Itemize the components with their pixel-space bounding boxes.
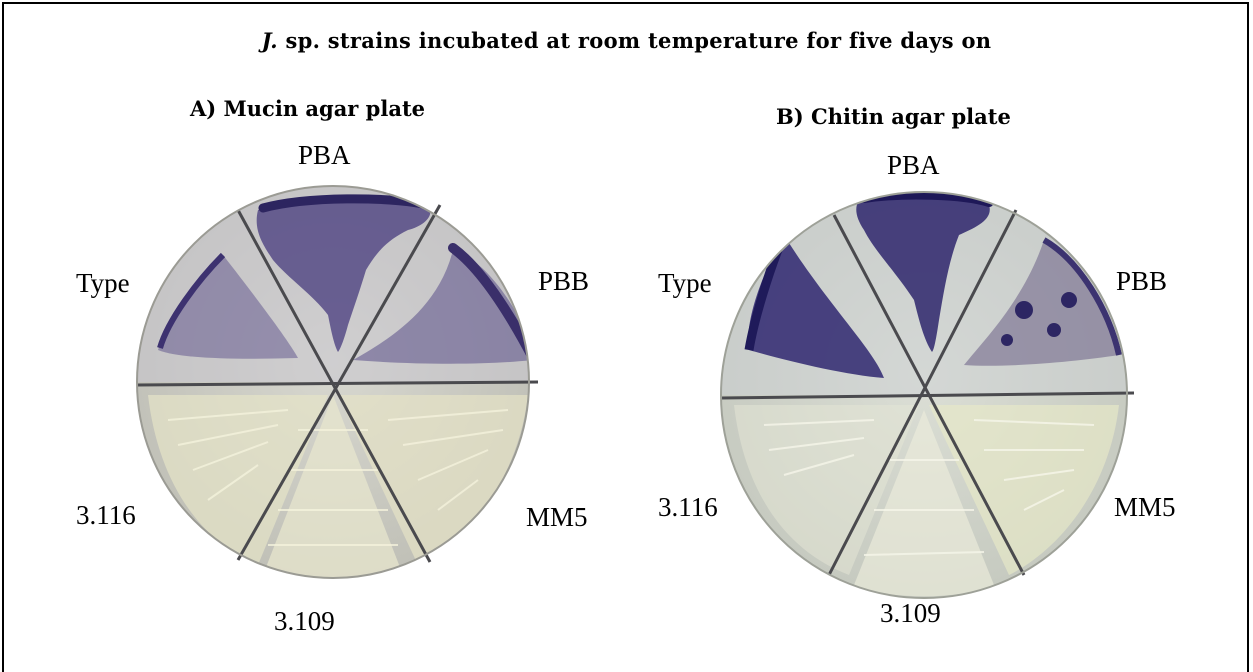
label-3-109: 3.109 — [880, 598, 941, 628]
panel-a-title: A) Mucin agar plate — [190, 96, 425, 121]
label-pbb: PBB — [1116, 266, 1168, 296]
label-type: Type — [658, 268, 712, 298]
label-pba: PBA — [887, 150, 940, 180]
label-3-116: 3.116 — [76, 500, 136, 530]
label-3-116: 3.116 — [658, 492, 718, 522]
figure-title: J. sp. strains incubated at room tempera… — [261, 28, 992, 53]
label-pba: PBA — [298, 140, 351, 170]
mucin-agar-plate-photo — [136, 185, 539, 579]
label-mm5: MM5 — [1114, 492, 1176, 522]
panel-b-title: B) Chitin agar plate — [776, 104, 1011, 129]
label-pbb: PBB — [538, 266, 590, 296]
label-mm5: MM5 — [526, 502, 588, 532]
label-type: Type — [76, 268, 130, 298]
label-3-109: 3.109 — [274, 606, 335, 636]
chitin-agar-plate-photo — [720, 191, 1135, 599]
